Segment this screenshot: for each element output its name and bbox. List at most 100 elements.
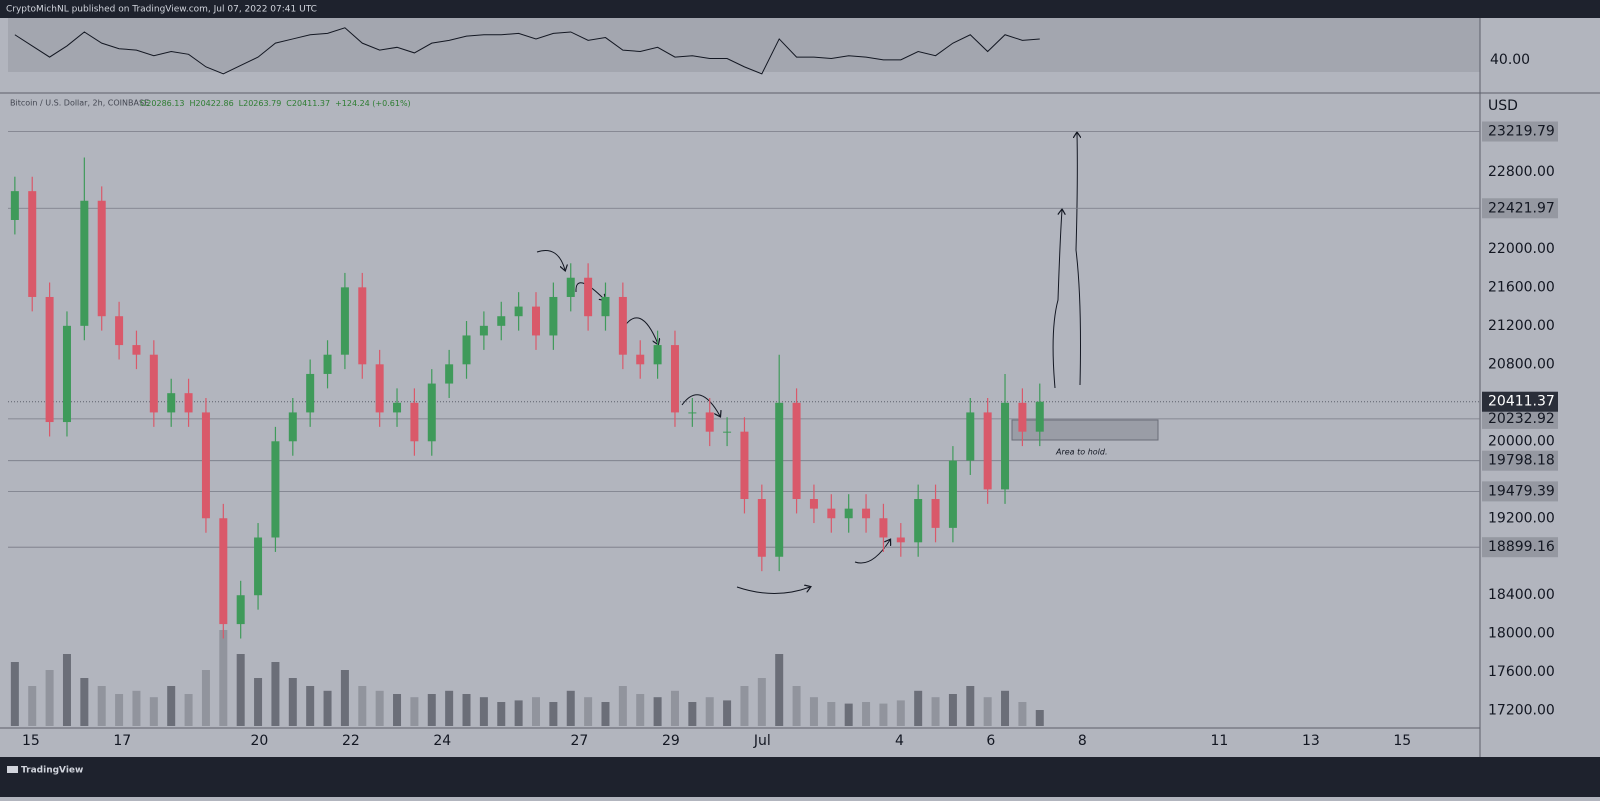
candle-body bbox=[601, 296, 610, 317]
last-price-label: 20411.37 bbox=[1488, 394, 1555, 410]
y-tick-label: 20800.00 bbox=[1488, 356, 1555, 372]
candle-body bbox=[532, 306, 540, 336]
candle-body bbox=[566, 277, 575, 297]
rsi-band bbox=[8, 18, 1480, 72]
price-label-box bbox=[1482, 537, 1558, 558]
candle-body bbox=[132, 345, 141, 355]
last-price-box bbox=[1482, 391, 1558, 412]
arrow bbox=[536, 250, 565, 270]
volume-bar bbox=[532, 697, 540, 726]
y-tick-label: 19200.00 bbox=[1488, 510, 1555, 526]
y-tick-label: 18000.00 bbox=[1488, 626, 1555, 642]
candle-body bbox=[254, 537, 263, 596]
y-tick-label: 21600.00 bbox=[1488, 279, 1555, 295]
candle-body bbox=[167, 393, 176, 413]
readout-item: +124.24 (+0.61%) bbox=[335, 99, 411, 108]
arrow bbox=[1052, 210, 1062, 389]
candle-body bbox=[375, 364, 384, 413]
publisher: CryptoMichNL published on TradingView.co… bbox=[6, 5, 317, 15]
candle-body bbox=[740, 431, 749, 500]
volume-bar bbox=[393, 694, 402, 726]
volume-bar bbox=[514, 700, 523, 726]
y-tick-label: 22000.00 bbox=[1488, 241, 1555, 257]
candle-body bbox=[62, 325, 71, 423]
candle-body bbox=[966, 412, 975, 461]
candle-body bbox=[445, 364, 454, 384]
candle-body bbox=[862, 508, 871, 519]
candle-body bbox=[184, 393, 193, 413]
candle-body bbox=[688, 412, 697, 414]
candle-body bbox=[271, 441, 280, 538]
volume-bar bbox=[948, 694, 957, 726]
volume-bar bbox=[775, 654, 784, 726]
candle-body bbox=[427, 383, 436, 442]
candle-body bbox=[931, 499, 940, 528]
candle-body bbox=[757, 499, 766, 557]
candle-body bbox=[948, 460, 957, 528]
candle-body bbox=[497, 316, 506, 326]
price-label-box bbox=[1482, 198, 1558, 219]
x-tick-label: 20 bbox=[251, 733, 269, 749]
volume-bar bbox=[62, 654, 71, 726]
price-label-box bbox=[1482, 121, 1558, 142]
x-tick-label: 11 bbox=[1211, 733, 1229, 749]
volume-bar bbox=[410, 697, 419, 726]
volume-bar bbox=[618, 686, 627, 726]
y-tick-label: 17600.00 bbox=[1488, 664, 1555, 680]
x-tick-label: 29 bbox=[662, 733, 680, 749]
volume-bar bbox=[723, 700, 732, 726]
candle-body bbox=[236, 595, 245, 625]
symbol: Bitcoin / U.S. Dollar, 2h, COINBASE bbox=[10, 99, 149, 108]
candle-body bbox=[879, 518, 888, 538]
volume-bar bbox=[254, 678, 263, 726]
arrow bbox=[621, 317, 658, 344]
brand: TradingView bbox=[21, 766, 83, 776]
arrow bbox=[1076, 133, 1081, 386]
price-label: 22421.97 bbox=[1488, 200, 1555, 216]
top-bar bbox=[0, 0, 1600, 18]
volume-bar bbox=[184, 694, 193, 726]
x-tick-label: 22 bbox=[342, 733, 360, 749]
bottom-bar bbox=[0, 757, 1600, 797]
volume-bar bbox=[358, 686, 367, 726]
annotation: Area to hold. bbox=[1055, 448, 1108, 457]
y-tick-label: 17200.00 bbox=[1488, 703, 1555, 719]
volume-bar bbox=[97, 686, 106, 726]
drawings bbox=[536, 133, 1081, 594]
x-tick-label: 24 bbox=[433, 733, 451, 749]
volume-bar bbox=[601, 702, 610, 726]
price-label: 23219.79 bbox=[1488, 124, 1555, 140]
candle-body bbox=[549, 296, 558, 336]
candle-body bbox=[844, 508, 853, 519]
candle-body bbox=[636, 354, 645, 365]
volume-bar bbox=[149, 697, 158, 726]
x-tick-label: Jul bbox=[753, 733, 771, 749]
plot: 17200.00 17600.00 18000.00 18400.00 19200.00… bbox=[8, 27, 1558, 749]
candle-body bbox=[1018, 402, 1027, 432]
volume-bar bbox=[931, 697, 940, 726]
candle-body bbox=[219, 518, 228, 625]
candle-body bbox=[653, 345, 662, 365]
volume-bar bbox=[966, 686, 975, 726]
candle-body bbox=[115, 316, 124, 346]
candle-body bbox=[827, 508, 836, 519]
readout-item: O20286.13 bbox=[140, 99, 184, 108]
volume-bar bbox=[271, 662, 280, 726]
volume-bar bbox=[306, 686, 315, 726]
ohlc-readout: O20286.13 H20422.86 L20263.79 C20411.37 +124… bbox=[140, 99, 411, 108]
volume-bar bbox=[1001, 690, 1010, 726]
x-tick-label: 15 bbox=[22, 733, 40, 749]
x-tick-label: 8 bbox=[1078, 733, 1087, 749]
y-tick-label: 22800.00 bbox=[1488, 164, 1555, 180]
candle-body bbox=[1001, 402, 1010, 490]
volume-bar bbox=[792, 686, 801, 726]
candle-body bbox=[792, 402, 801, 500]
candle-body bbox=[705, 412, 714, 432]
volume-bar bbox=[809, 697, 818, 726]
candle-body bbox=[28, 191, 37, 297]
candle-body bbox=[358, 287, 367, 365]
candle-body bbox=[809, 499, 818, 509]
candle-body bbox=[914, 499, 923, 543]
volume-bar bbox=[28, 686, 37, 726]
